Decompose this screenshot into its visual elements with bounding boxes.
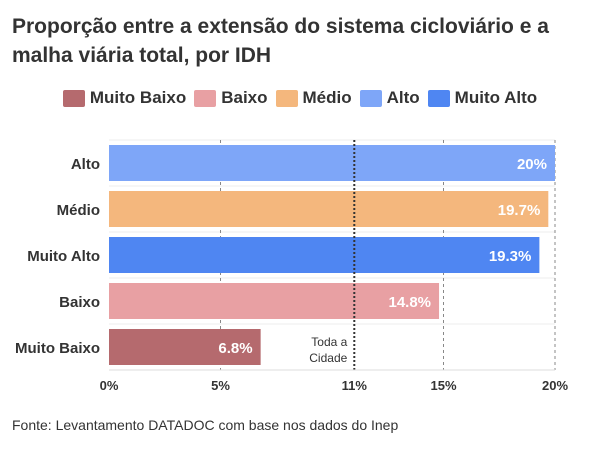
legend-item-alto: Alto (359, 88, 420, 108)
category-label: Alto (71, 156, 100, 173)
x-tick-label: 20% (542, 378, 568, 393)
bar (109, 283, 440, 319)
x-tick-label: 15% (430, 378, 456, 393)
x-tick-label: 5% (211, 378, 230, 393)
bar-value-label: 14.8% (388, 294, 431, 311)
x-tick-label: 11% (342, 378, 368, 393)
legend-swatch-baixo (194, 89, 217, 107)
legend-item-medio: Médio (275, 88, 352, 108)
category-label: Baixo (59, 294, 100, 311)
category-label: Médio (57, 202, 100, 219)
bar (109, 329, 261, 365)
category-label: Muito Alto (27, 248, 100, 265)
bar-value-label: 19.7% (498, 202, 541, 219)
legend-item-muito-alto: Muito Alto (427, 88, 538, 108)
bar (109, 237, 540, 273)
bar (109, 191, 549, 227)
bar-value-label: 20% (517, 156, 547, 173)
legend-item-baixo: Baixo (194, 88, 268, 108)
legend: Muito Baixo Baixo Médio Alto Muito Alto (0, 88, 600, 108)
reference-line-label: Toda a (311, 335, 347, 349)
legend-label-alto: Alto (386, 88, 420, 107)
legend-label-baixo: Baixo (221, 88, 268, 107)
legend-swatch-muito-alto (427, 89, 450, 107)
legend-swatch-alto (359, 89, 382, 107)
bar-value-label: 6.8% (218, 340, 252, 357)
bar-value-label: 19.3% (489, 248, 532, 265)
chart-title: Proporção entre a extensão do sistema ci… (12, 15, 549, 67)
x-tick-label: 0% (100, 378, 119, 393)
reference-line-label: Cidade (309, 351, 347, 365)
source-note: Fonte: Levantamento DATADOC com base nos… (12, 417, 399, 433)
legend-label-muito-baixo: Muito Baixo (89, 88, 187, 107)
legend-item-muito-baixo: Muito Baixo (62, 88, 187, 108)
bar (109, 145, 555, 181)
category-label: Muito Baixo (15, 340, 100, 357)
legend-swatch-medio (275, 89, 298, 107)
legend-label-muito-alto: Muito Alto (454, 88, 538, 107)
legend-swatch-muito-baixo (62, 89, 85, 107)
legend-label-medio: Médio (302, 88, 352, 107)
